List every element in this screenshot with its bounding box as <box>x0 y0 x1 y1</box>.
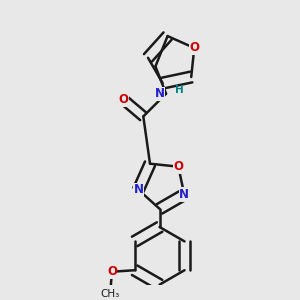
Text: O: O <box>107 265 117 278</box>
Text: O: O <box>189 41 199 55</box>
Text: O: O <box>118 93 129 106</box>
Text: CH₃: CH₃ <box>101 289 120 299</box>
Text: N: N <box>154 87 164 100</box>
Text: O: O <box>173 160 183 173</box>
Text: N: N <box>179 188 189 201</box>
Text: H: H <box>175 85 184 95</box>
Text: N: N <box>134 183 143 196</box>
